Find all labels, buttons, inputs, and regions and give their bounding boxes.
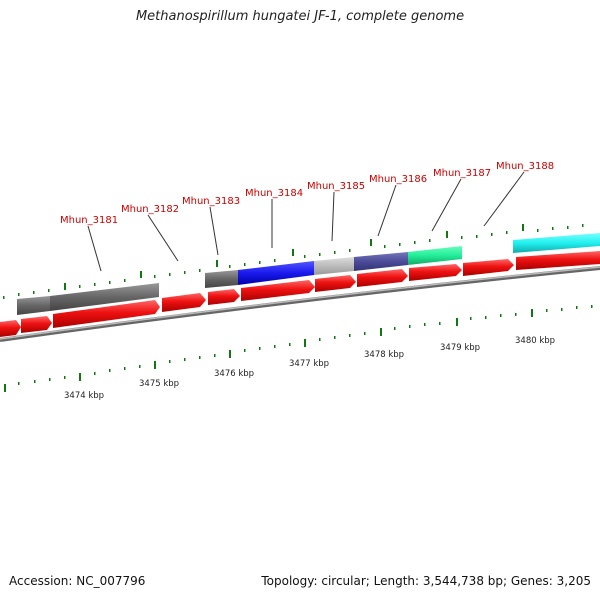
genome-summary-text: Topology: circular; Length: 3,544,738 bp… [261, 574, 591, 588]
cds-arrow[interactable] [21, 316, 52, 333]
scale-label-3479: 3479 kbp [440, 343, 480, 353]
gene-label-mhun-3186[interactable]: Mhun_3186 [369, 174, 427, 185]
gene-label-mhun-3182[interactable]: Mhun_3182 [121, 204, 179, 215]
scale-labels: 3474 kbp 3475 kbp 3476 kbp 3477 kbp 3478… [64, 336, 555, 401]
scale-ring-inner [4, 305, 593, 392]
scale-label-3474: 3474 kbp [64, 391, 104, 401]
gene-leader-lines [87, 171, 525, 272]
gene-label-mhun-3188[interactable]: Mhun_3188 [496, 161, 554, 172]
cds-arrow[interactable] [315, 275, 356, 292]
cds-arrow[interactable] [241, 280, 315, 301]
feature-block[interactable] [513, 233, 600, 253]
gene-label-mhun-3181[interactable]: Mhun_3181 [60, 215, 118, 226]
feature-track-upper [17, 233, 600, 315]
cds-arrow[interactable] [357, 269, 408, 287]
cds-arrow[interactable] [53, 300, 160, 328]
scale-ring-outer [3, 224, 584, 299]
gene-label-mhun-3184[interactable]: Mhun_3184 [245, 188, 303, 199]
cds-arrow[interactable] [516, 251, 600, 270]
feature-block[interactable] [50, 283, 159, 311]
page-title: Methanospirillum hungatei JF-1, complete… [135, 9, 465, 24]
feature-block[interactable] [354, 252, 408, 271]
cds-arrow[interactable] [0, 320, 21, 337]
accession-text: Accession: NC_007796 [9, 574, 146, 588]
gene-labels: Mhun_3181 Mhun_3182 Mhun_3183 Mhun_3184 … [60, 161, 554, 226]
genome-backbone-highlight [0, 266, 600, 340]
feature-block[interactable] [238, 261, 314, 285]
scale-label-3476: 3476 kbp [214, 369, 254, 379]
gene-label-mhun-3187[interactable]: Mhun_3187 [433, 168, 491, 179]
feature-block[interactable] [205, 270, 238, 288]
cds-arrow[interactable] [409, 264, 462, 281]
gene-label-mhun-3183[interactable]: Mhun_3183 [182, 196, 240, 207]
feature-block[interactable] [314, 257, 354, 275]
scale-label-3480: 3480 kbp [515, 336, 555, 346]
cds-arrow[interactable] [162, 293, 206, 312]
feature-block[interactable] [17, 296, 50, 315]
scale-label-3475: 3475 kbp [139, 379, 179, 389]
genome-backbone [0, 266, 600, 342]
feature-block[interactable] [408, 246, 462, 265]
cds-track [0, 251, 600, 337]
gene-label-mhun-3185[interactable]: Mhun_3185 [307, 181, 365, 192]
cds-arrow[interactable] [463, 259, 514, 276]
scale-label-3478: 3478 kbp [364, 350, 404, 360]
scale-label-3477: 3477 kbp [289, 359, 329, 369]
cds-arrow[interactable] [208, 289, 240, 305]
